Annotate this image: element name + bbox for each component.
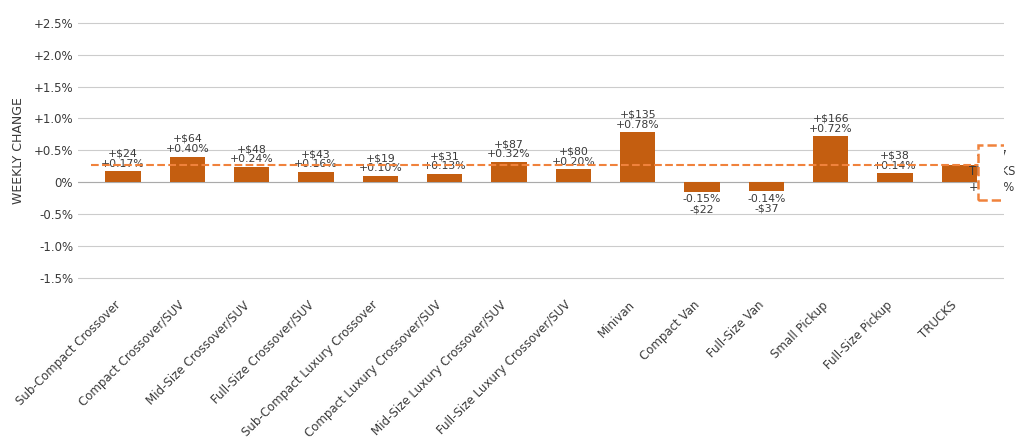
Bar <box>749 182 784 191</box>
Bar <box>813 136 849 182</box>
Bar <box>362 176 398 182</box>
Text: +$38: +$38 <box>881 151 910 160</box>
Text: +0.14%: +0.14% <box>873 161 916 171</box>
Text: +0.32%: +0.32% <box>487 149 530 159</box>
Bar <box>234 167 269 182</box>
Text: +$166: +$166 <box>812 114 849 123</box>
Bar <box>427 174 463 182</box>
Text: +0.17%: +0.17% <box>101 159 144 169</box>
Bar <box>556 169 591 182</box>
Text: -0.15%: -0.15% <box>683 194 721 204</box>
Text: +0.16%: +0.16% <box>294 160 338 169</box>
Text: +$31: +$31 <box>430 151 460 161</box>
Text: +$43: +$43 <box>301 149 331 159</box>
Text: +$135: +$135 <box>620 110 656 120</box>
Bar <box>621 132 655 182</box>
Bar <box>170 157 205 182</box>
Text: +$24: +$24 <box>109 148 138 159</box>
Text: +$48: +$48 <box>237 144 266 154</box>
Text: -$37: -$37 <box>754 204 778 214</box>
Text: -$22: -$22 <box>690 204 715 215</box>
Text: +$80: +$80 <box>558 147 589 157</box>
Text: TRUCKS: TRUCKS <box>969 165 1015 178</box>
Text: -0.14%: -0.14% <box>748 194 785 204</box>
Bar <box>298 172 334 182</box>
Text: +$19: +$19 <box>366 153 395 163</box>
Text: +0.20%: +0.20% <box>552 157 595 167</box>
Text: +$57: +$57 <box>976 149 1008 162</box>
Bar <box>492 162 526 182</box>
Text: +0.40%: +0.40% <box>166 144 209 154</box>
Text: +0.10%: +0.10% <box>358 163 402 173</box>
FancyBboxPatch shape <box>978 145 1006 200</box>
Text: +0.78%: +0.78% <box>615 120 659 130</box>
Text: +0.27%: +0.27% <box>969 181 1015 194</box>
Bar <box>942 165 977 182</box>
Bar <box>878 173 912 182</box>
Bar <box>684 182 720 192</box>
Text: +0.72%: +0.72% <box>809 124 853 134</box>
Text: +0.24%: +0.24% <box>229 154 273 164</box>
Text: +0.13%: +0.13% <box>423 161 467 171</box>
Text: +$64: +$64 <box>172 134 202 144</box>
Text: +$87: +$87 <box>495 139 524 149</box>
Bar <box>105 171 140 182</box>
Y-axis label: WEEKLY CHANGE: WEEKLY CHANGE <box>12 97 26 204</box>
